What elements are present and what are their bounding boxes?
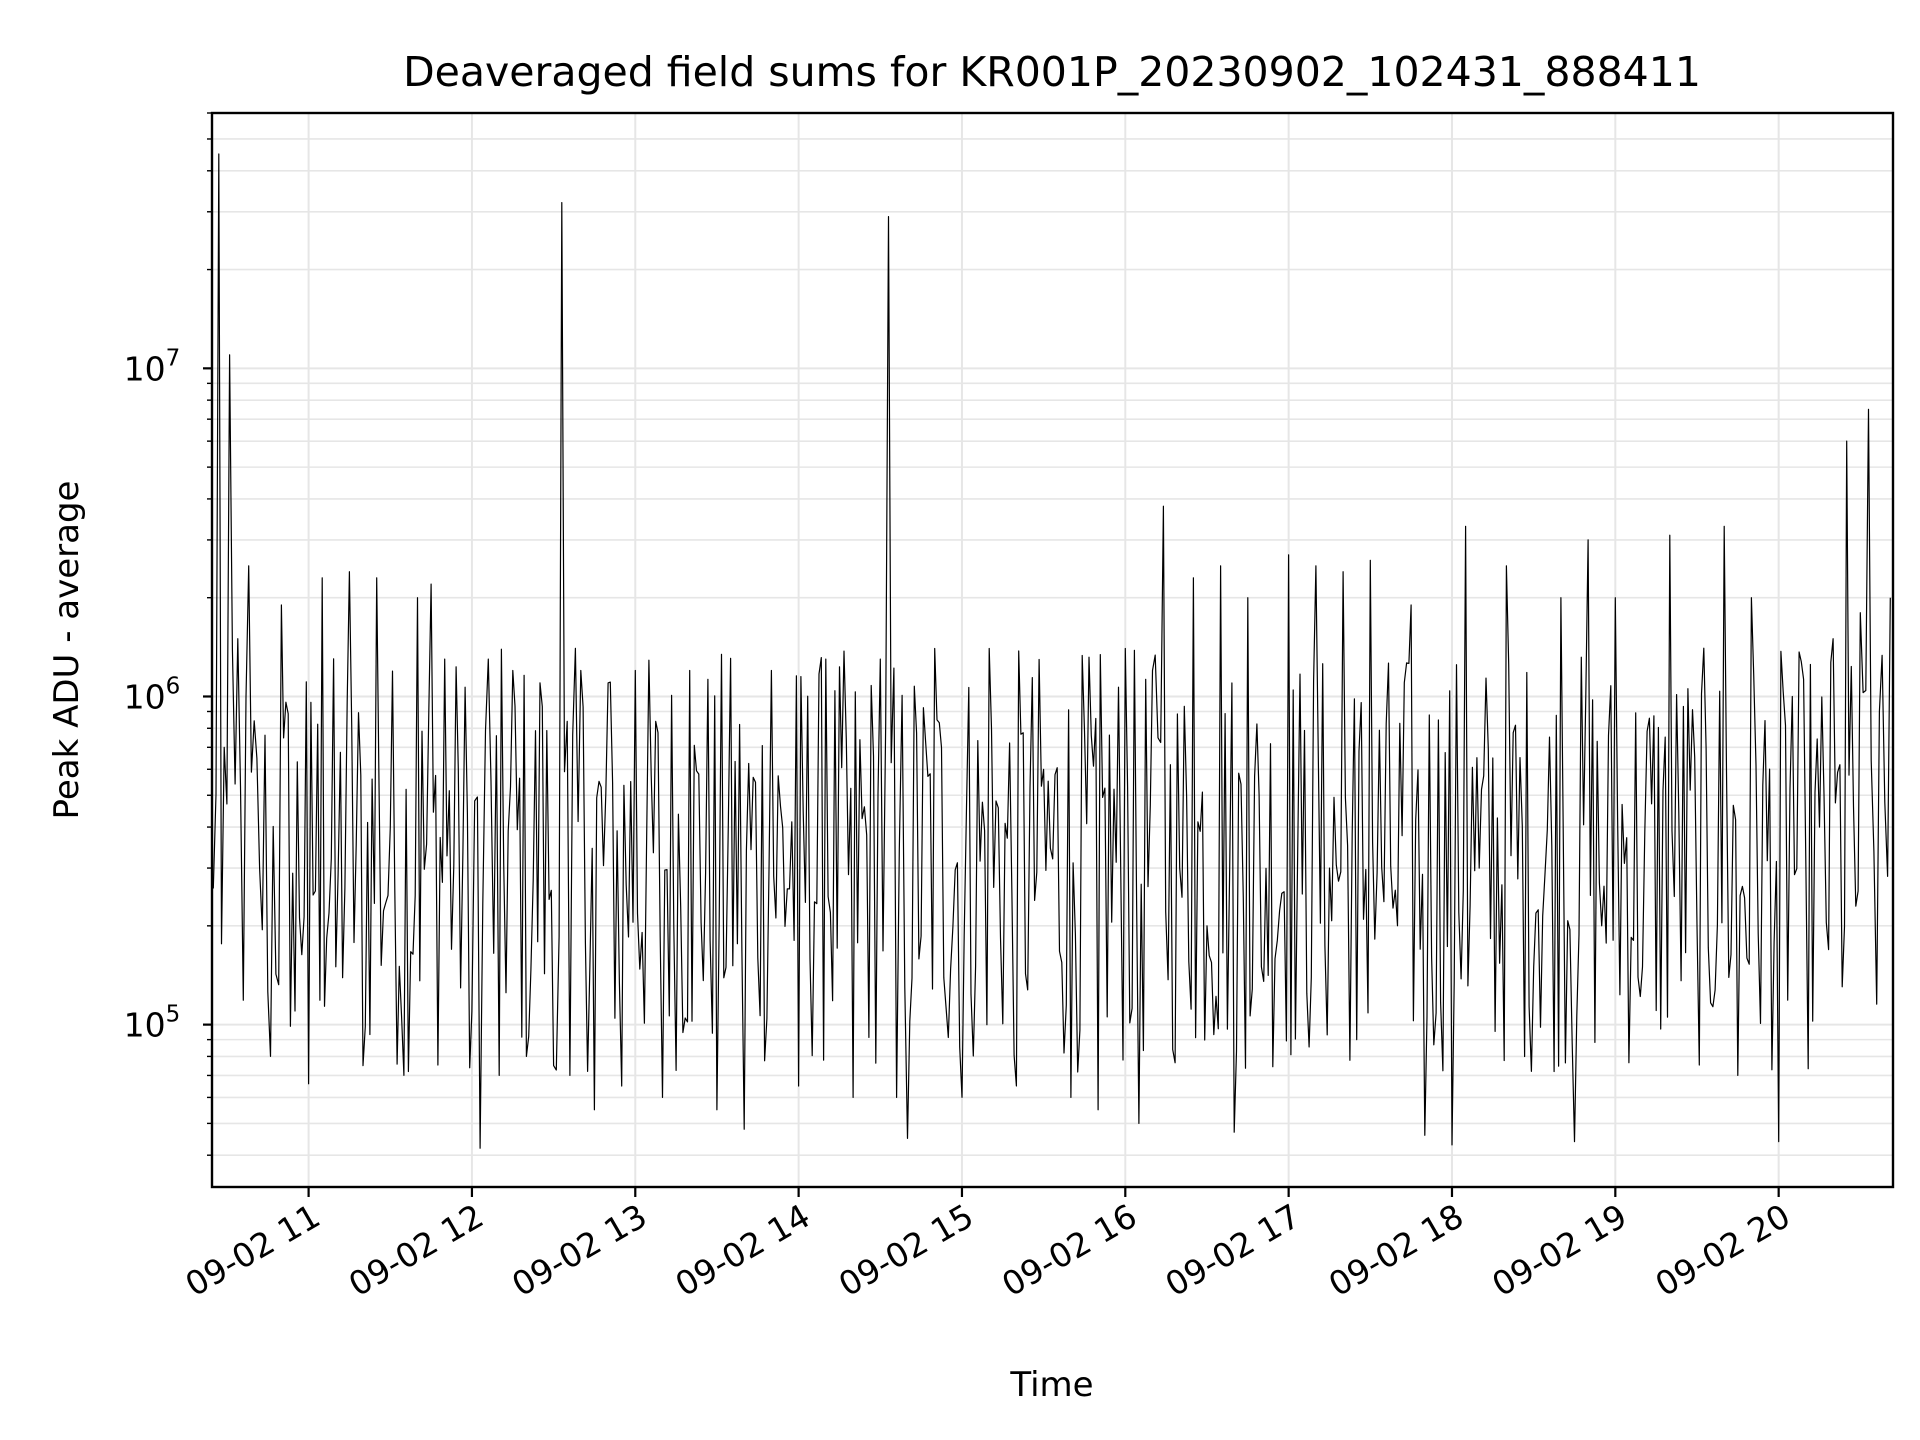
series-layer <box>212 153 1891 1149</box>
x-tick-label: 09-02 14 <box>669 1196 817 1304</box>
x-tick-label: 09-02 11 <box>179 1196 327 1304</box>
plot-area-frame <box>210 111 1895 1189</box>
x-tick-label: 09-02 18 <box>1322 1196 1470 1304</box>
x-tick-label: 09-02 16 <box>995 1196 1143 1304</box>
y-tick-label: 105 <box>124 1002 181 1045</box>
grid <box>212 112 1893 1187</box>
y-tick-label: 107 <box>124 345 181 388</box>
x-tick-label: 09-02 20 <box>1649 1196 1797 1304</box>
x-tick-label: 09-02 19 <box>1485 1196 1633 1304</box>
x-tick-label: 09-02 13 <box>505 1196 653 1304</box>
x-tick-label: 09-02 17 <box>1159 1196 1307 1304</box>
x-tick-label: 09-02 15 <box>832 1196 980 1304</box>
y-tick-label: 106 <box>124 673 181 716</box>
series-line-0 <box>212 153 1891 1149</box>
y-axis: 105 106 107 <box>124 112 212 1156</box>
chart-title: Deaveraged field sums for KR001P_2023090… <box>403 48 1701 96</box>
x-axis-label: Time <box>1009 1365 1093 1405</box>
x-tick-label: 09-02 12 <box>342 1196 490 1304</box>
y-axis-label: Peak ADU - average <box>47 481 87 820</box>
x-axis: 09-02 11 09-02 12 09-02 13 09-02 14 09-02 15… <box>179 1187 1797 1304</box>
